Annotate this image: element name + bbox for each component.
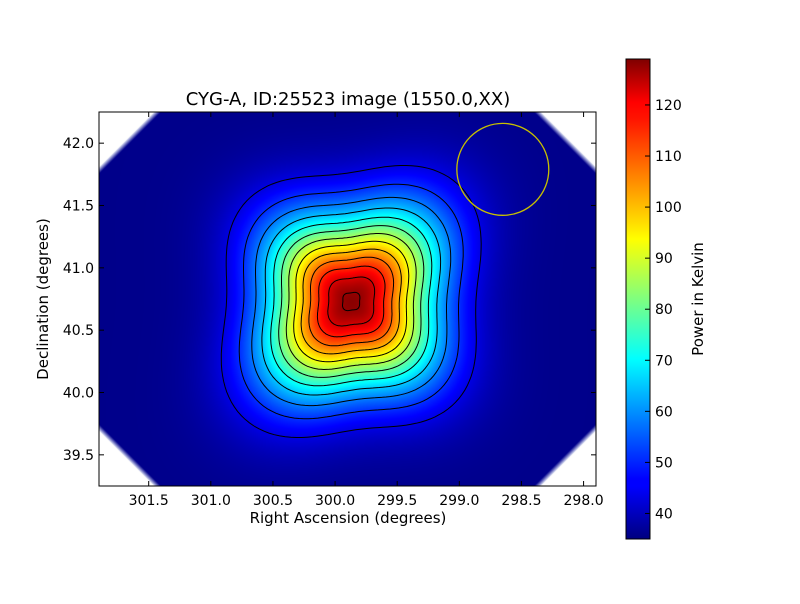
y-tick-label: 41.5 <box>63 199 94 215</box>
colorbar-tick-label: 50 <box>655 455 673 471</box>
colorbar-tick-label: 70 <box>655 353 673 369</box>
contour-line <box>220 165 482 438</box>
beam-circle <box>456 122 550 216</box>
colorbar-tick-label: 80 <box>655 302 673 318</box>
contour-line <box>293 240 410 363</box>
contour-line <box>327 276 376 327</box>
contour-line <box>238 183 464 420</box>
y-axis-ticks: 39.5 40.0 40.5 41.0 41.5 42.0 <box>63 136 596 464</box>
colorbar-tick-label: 120 <box>655 98 682 114</box>
chart-title: CYG-A, ID:25523 image (1550.0,XX) <box>186 89 510 110</box>
contour-line <box>261 207 442 396</box>
colorbar-tick-label: 100 <box>655 200 682 216</box>
colorbar-gradient <box>625 58 651 540</box>
colorbar-ticks: 40 50 60 70 80 90 100 110 120 <box>645 98 682 522</box>
contour-line <box>278 225 425 378</box>
contour-line <box>300 248 402 355</box>
x-tick-label: 301.5 <box>129 493 169 509</box>
y-tick-label: 40.0 <box>63 386 94 402</box>
contour-line <box>308 256 395 347</box>
x-tick-label: 298.5 <box>501 493 541 509</box>
colorbar-label: Power in Kelvin <box>689 242 707 356</box>
x-axis-ticks: 301.5 301.0 300.5 300.0 299.5 299.0 298.5 298.0 <box>129 112 604 509</box>
colorbar-tick-label: 110 <box>655 149 682 165</box>
contour-line <box>270 216 433 387</box>
colorbar-tick-label: 40 <box>655 506 673 522</box>
x-tick-label: 298.0 <box>564 493 604 509</box>
x-tick-label: 300.0 <box>315 493 355 509</box>
plot-area <box>98 111 597 487</box>
contour-lines <box>220 165 482 438</box>
contour-line <box>342 291 361 312</box>
colorbar-tick-label: 60 <box>655 404 673 420</box>
y-tick-label: 42.0 <box>63 136 94 152</box>
contour-line <box>316 265 386 338</box>
x-axis-label: Right Ascension (degrees) <box>250 509 447 527</box>
colorbar-tick-label: 90 <box>655 251 673 267</box>
y-tick-label: 40.5 <box>63 323 94 339</box>
x-tick-label: 301.0 <box>191 493 231 509</box>
y-tick-label: 41.0 <box>63 261 94 277</box>
y-tick-label: 39.5 <box>63 448 94 464</box>
colorbar: 40 50 60 70 80 90 100 110 120 Power in Kelvin <box>625 58 707 540</box>
heatmap-image <box>99 112 596 486</box>
x-tick-label: 299.5 <box>377 493 417 509</box>
contour-line <box>251 196 452 407</box>
x-tick-label: 299.0 <box>439 493 479 509</box>
plot-frame <box>98 111 597 487</box>
contour-line <box>285 233 417 371</box>
y-axis-label: Declination (degrees) <box>34 218 52 380</box>
x-tick-label: 300.5 <box>253 493 293 509</box>
